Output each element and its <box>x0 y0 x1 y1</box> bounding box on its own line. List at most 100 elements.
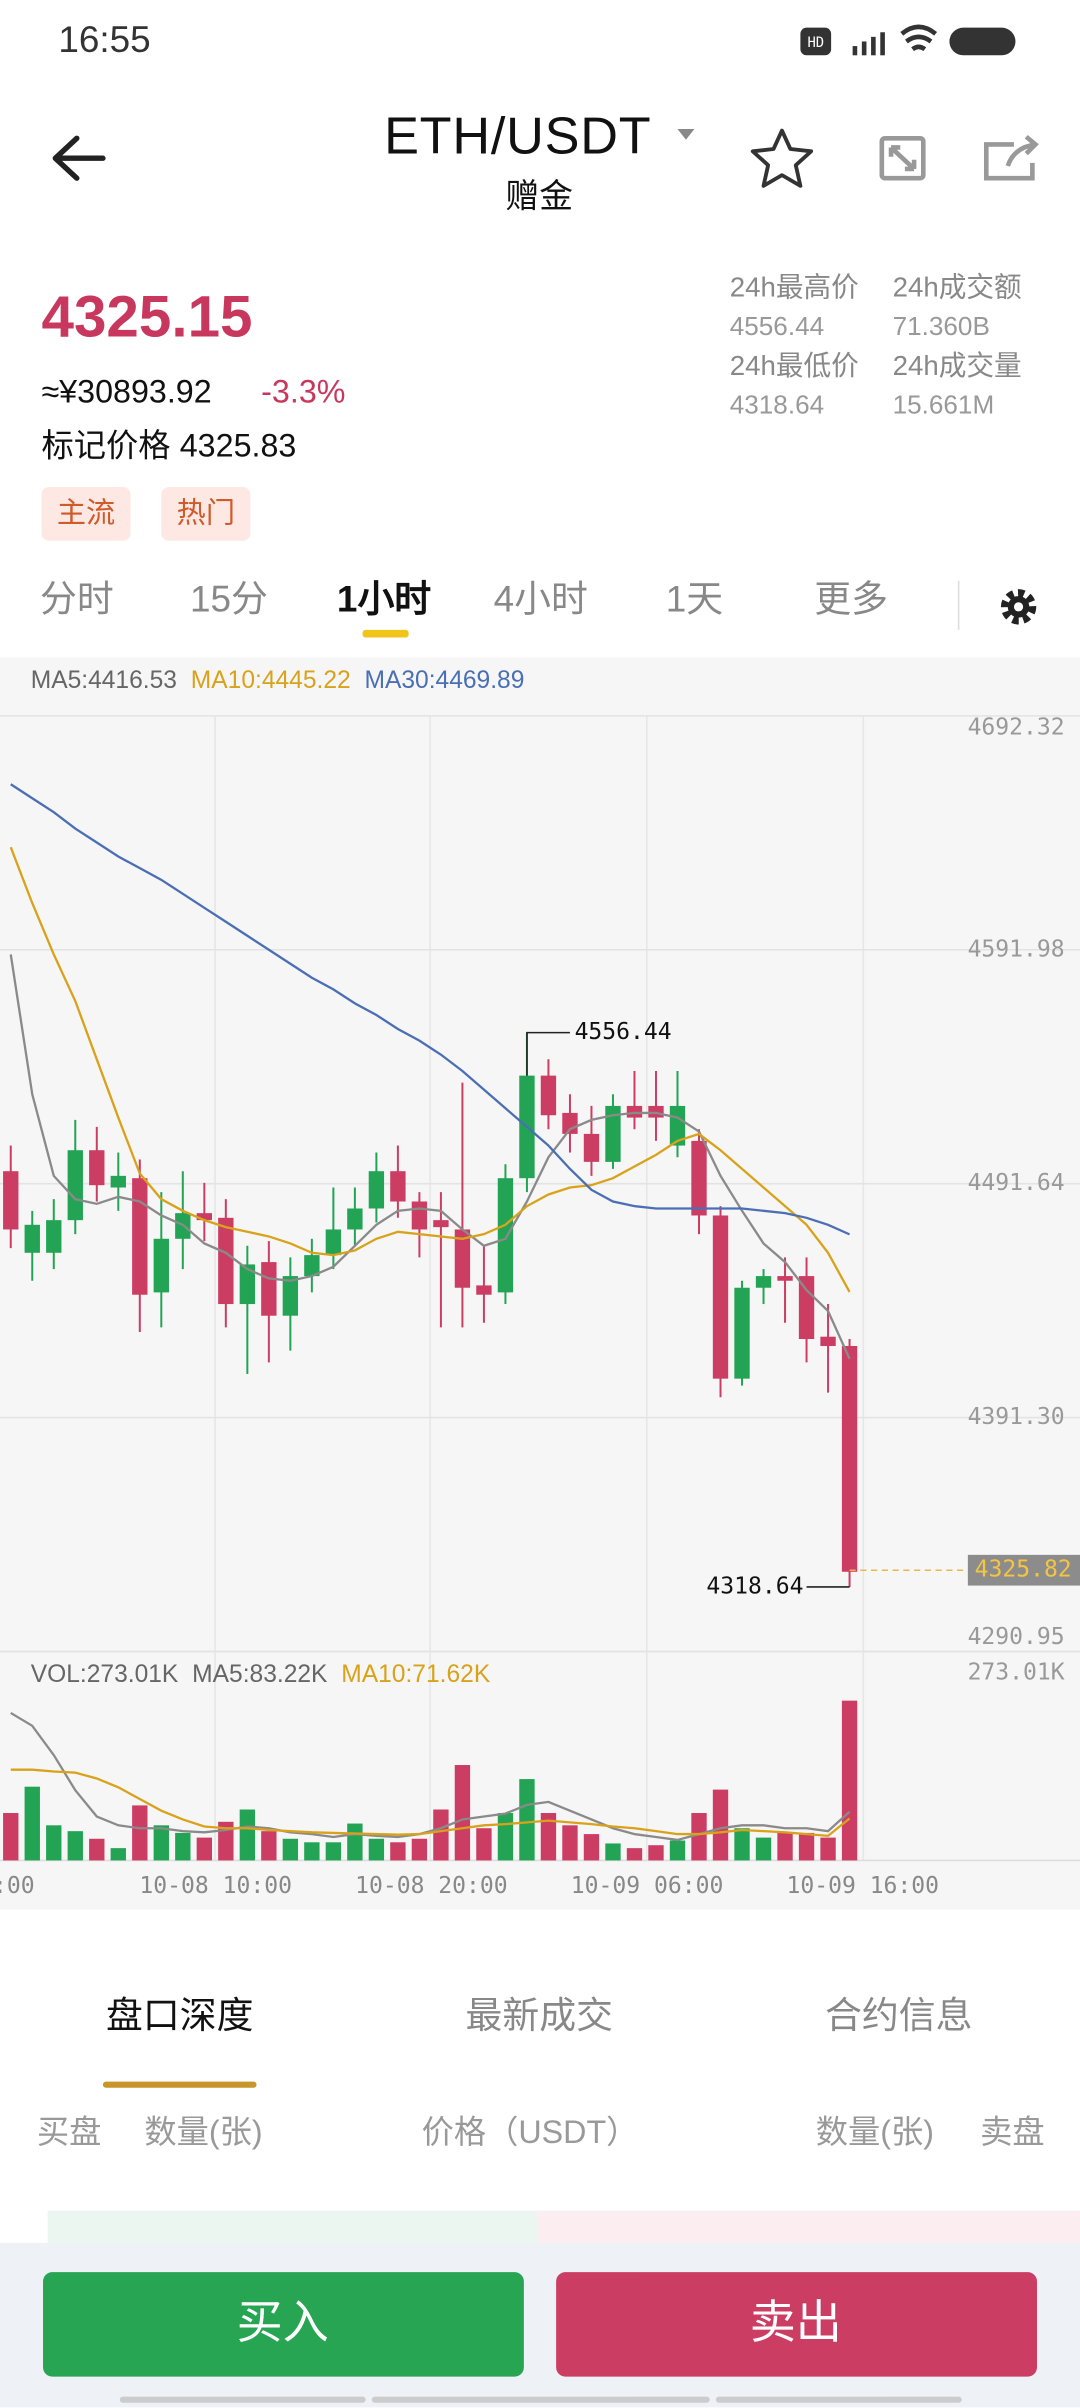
candle-body <box>433 1220 449 1228</box>
pair-dropdown[interactable] <box>677 129 695 140</box>
tab-underline <box>102 2081 257 2088</box>
vol-legend-item: MA5:83.22K <box>192 1662 328 1689</box>
svg-text:HD: HD <box>807 35 824 51</box>
stat-label: 24h最高价 <box>729 271 859 303</box>
volume-bar <box>368 1838 385 1861</box>
volume-bar <box>175 1832 191 1861</box>
volume-bar <box>648 1845 664 1861</box>
y-tick-label: 4491.64 <box>968 1170 1065 1196</box>
candle-body <box>841 1346 858 1572</box>
volume-bar <box>153 1825 169 1861</box>
home-indicator <box>119 2396 366 2403</box>
candle-body <box>325 1229 342 1256</box>
depth-column: 价格（USDT） <box>421 2115 639 2151</box>
cny-price: ≈¥30893.92 <box>41 374 212 411</box>
price-change: -3.3% <box>261 374 346 411</box>
candle-body <box>153 1238 169 1293</box>
stat-value: 4318.64 <box>729 390 825 420</box>
tag: 主流 <box>41 486 131 541</box>
share-button[interactable] <box>983 134 1039 181</box>
buy-button[interactable] <box>43 2272 524 2377</box>
volume-bar <box>540 1813 557 1861</box>
x-tick-label: 10-08 10:00 <box>139 1873 292 1899</box>
volume-bar <box>626 1848 643 1861</box>
tag: 热门 <box>161 486 251 541</box>
bottom-tab[interactable]: 合约信息 <box>824 1995 973 2038</box>
ask-depth-bar <box>537 2210 1080 2243</box>
stat-label: 24h成交额 <box>892 271 1022 303</box>
interval-tab[interactable]: 4小时 <box>493 579 588 621</box>
y-tick-label: 4391.30 <box>968 1404 1065 1430</box>
depth-column: 数量(张) <box>815 2115 935 2151</box>
bid-depth-bar <box>47 2210 538 2243</box>
pair-title[interactable]: ETH/USDT <box>384 107 652 166</box>
vol-legend: VOL:273.01K MA5:83.22K MA10:71.62K <box>31 1662 504 1689</box>
volume-bar <box>433 1809 449 1861</box>
vol-ma-line <box>10 1768 851 1838</box>
pair-subtitle: 赠金 <box>505 176 574 216</box>
back-button[interactable] <box>52 135 106 181</box>
volume-bar <box>820 1837 836 1861</box>
x-tick-label: 10-09 06:00 <box>571 1873 724 1899</box>
volume-bar <box>3 1813 19 1861</box>
vol-tick-label: 273.01K <box>968 1659 1065 1685</box>
ma-legend-item: MA30:4469.89 <box>364 668 525 695</box>
stat-label: 24h成交量 <box>892 350 1022 381</box>
candle-body <box>67 1150 83 1221</box>
volume-bar <box>755 1837 772 1861</box>
sell-label[interactable]: 卖出 <box>749 2298 842 2349</box>
candle-body <box>110 1175 126 1188</box>
candle-body <box>540 1075 557 1116</box>
volume-bar <box>583 1834 600 1861</box>
volume-bar <box>89 1838 105 1861</box>
interval-underline <box>362 629 409 638</box>
settings-icon[interactable] <box>1000 589 1037 625</box>
bottom-tab[interactable]: 盘口深度 <box>106 1995 254 2038</box>
status-time: 16:55 <box>58 19 151 62</box>
buy-label[interactable]: 买入 <box>236 2298 329 2349</box>
candle-body <box>304 1255 320 1277</box>
mark-label: 标记价格 <box>41 428 171 464</box>
y-tick-label: 4290.95 <box>968 1624 1065 1650</box>
candle-body <box>46 1220 62 1253</box>
last-price: 4325.15 <box>41 285 253 351</box>
candle-body <box>368 1171 385 1209</box>
vol-legend-item: MA10:71.62K <box>341 1662 491 1689</box>
candle-body <box>755 1276 772 1288</box>
bottom-tab[interactable]: 最新成交 <box>465 1995 613 2038</box>
volume-bar <box>304 1842 320 1861</box>
candle-body <box>712 1215 729 1379</box>
fullscreen-button[interactable] <box>879 135 926 181</box>
interval-tab[interactable]: 15分 <box>189 579 268 621</box>
candle-body <box>390 1171 406 1202</box>
favorite-button[interactable] <box>750 128 814 188</box>
ma-legend-item: MA5:4416.53 <box>30 668 177 695</box>
volume-bar <box>46 1825 62 1861</box>
volume-bar <box>691 1813 707 1861</box>
mark-price: 4325.83 <box>179 428 297 464</box>
interval-tab[interactable]: 分时 <box>39 579 114 621</box>
candle-body <box>454 1229 471 1288</box>
ma-line <box>9 954 851 1360</box>
volume-bar <box>497 1813 514 1861</box>
candle-body <box>626 1105 643 1118</box>
candle-body <box>777 1276 793 1281</box>
candle-body <box>476 1285 492 1295</box>
volume-bar <box>798 1832 815 1861</box>
interval-tab[interactable]: 更多 <box>814 579 888 621</box>
status-icons: HD <box>800 24 1016 56</box>
interval-tab[interactable]: 1天 <box>665 579 724 621</box>
stat-value: 71.360B <box>892 311 990 342</box>
candle-body <box>132 1178 148 1295</box>
volume-bar <box>132 1805 148 1861</box>
ma-line <box>9 846 851 1293</box>
volume-bar <box>411 1838 428 1861</box>
sell-button[interactable] <box>556 2272 1037 2377</box>
interval-tab[interactable]: 1小时 <box>336 579 432 621</box>
volume-bar <box>777 1832 793 1861</box>
volume-bar <box>519 1779 535 1861</box>
volume-bar <box>562 1825 578 1861</box>
volume-bar <box>282 1838 299 1861</box>
